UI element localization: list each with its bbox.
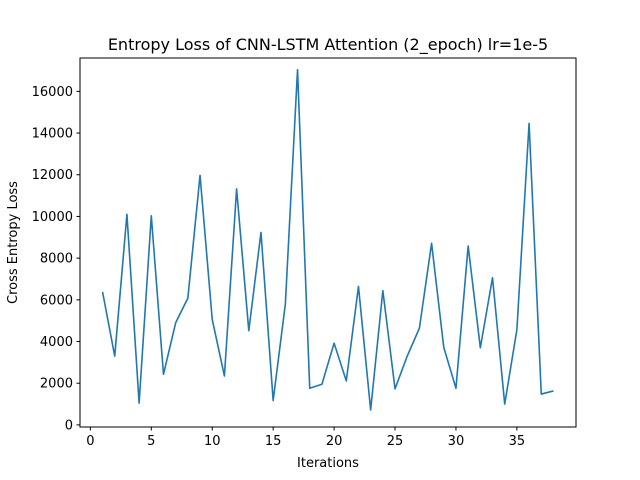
x-tick-label: 5 (147, 434, 155, 449)
y-tick-label: 12000 (32, 168, 73, 183)
y-axis: 0 2000 4000 6000 8000 10000 12000 14000 16000 (32, 85, 80, 433)
y-tick-label: 8000 (40, 252, 73, 267)
x-tick-label: 35 (509, 434, 526, 449)
axes-frame (79, 57, 577, 428)
x-tick-label: 20 (326, 434, 343, 449)
x-axis-label: Iterations (297, 456, 359, 471)
y-tick-label: 2000 (40, 377, 73, 392)
y-tick-label: 4000 (40, 335, 73, 350)
y-tick-label: 0 (65, 418, 73, 433)
x-tick-label: 30 (448, 434, 465, 449)
y-tick-label: 16000 (32, 85, 73, 100)
x-tick-label: 25 (387, 434, 404, 449)
x-tick-label: 0 (86, 434, 94, 449)
y-tick-label: 6000 (40, 293, 73, 308)
y-axis-label: Cross Entropy Loss (6, 181, 21, 304)
x-tick-label: 10 (204, 434, 221, 449)
chart-title: Entropy Loss of CNN-LSTM Attention (2_ep… (108, 35, 548, 55)
y-tick-label: 14000 (32, 127, 73, 142)
series-line (101, 68, 554, 411)
plot-area (101, 68, 554, 411)
x-axis: 0 5 10 15 20 25 30 35 (86, 427, 525, 449)
y-tick-label: 10000 (32, 210, 73, 225)
x-tick-label: 15 (265, 434, 282, 449)
